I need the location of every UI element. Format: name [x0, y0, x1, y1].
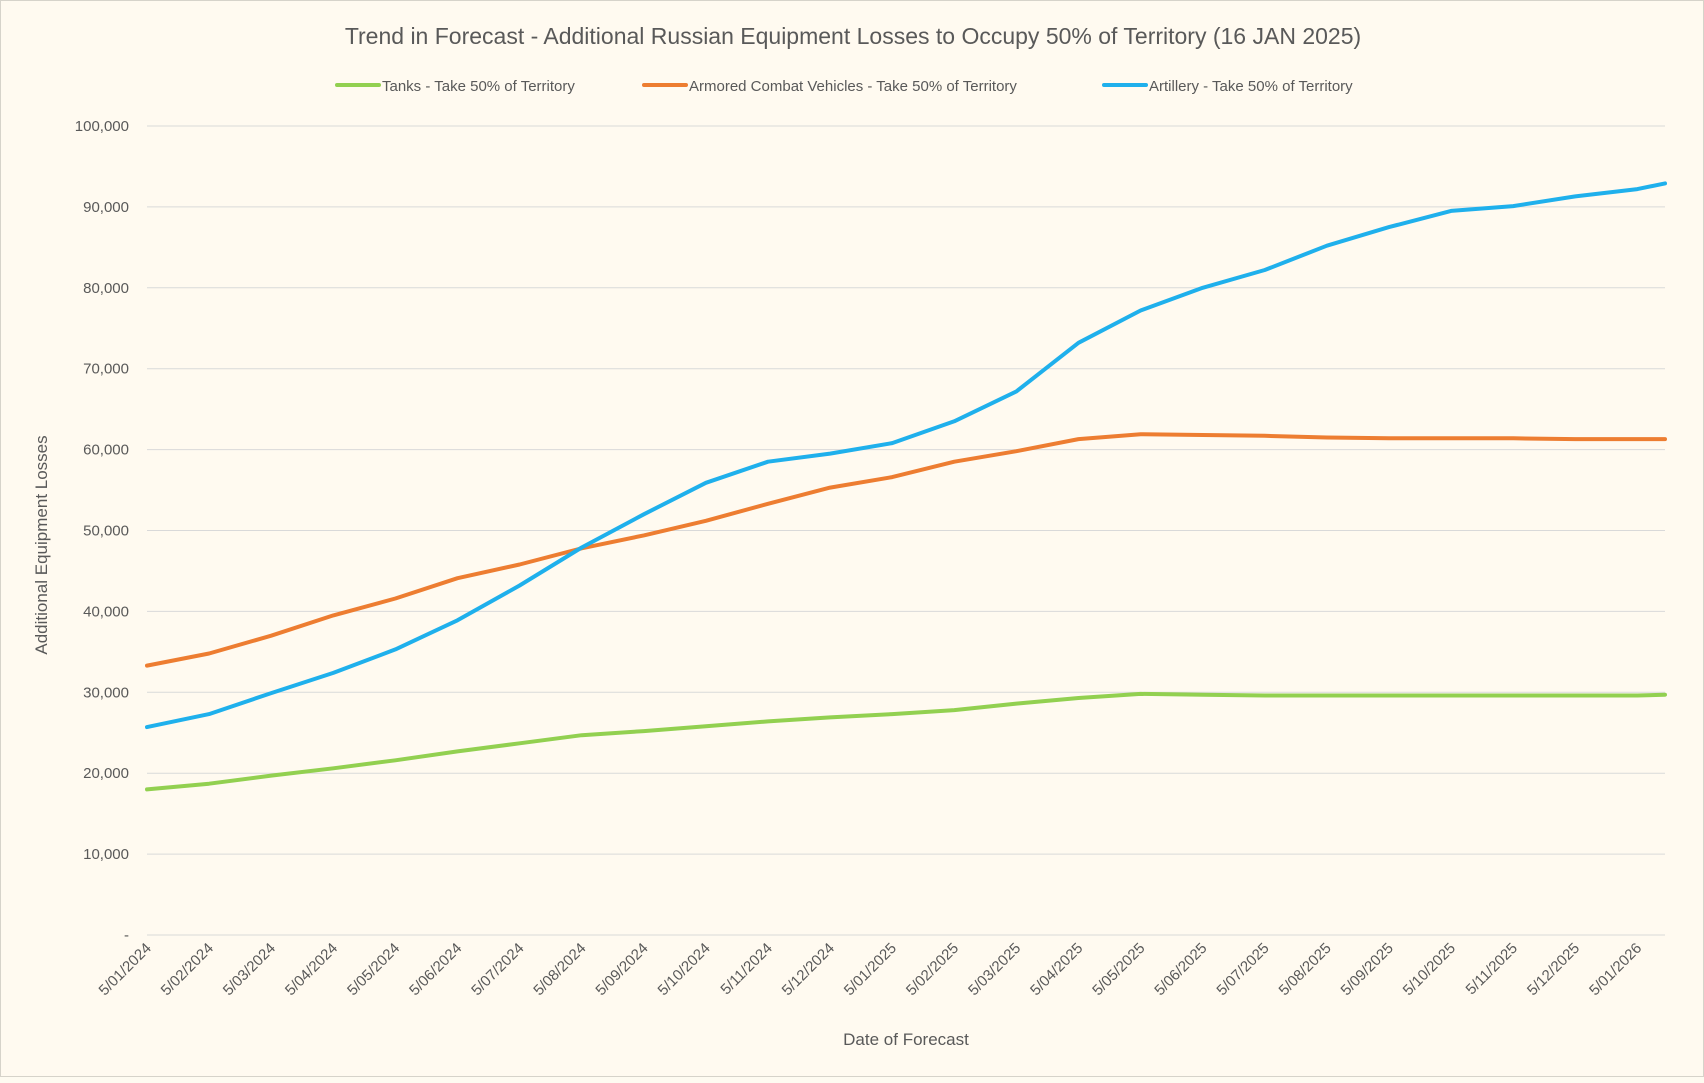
y-tick-label: 40,000	[83, 603, 129, 620]
series-lines	[145, 181, 1667, 792]
x-axis-ticks: 5/01/2024 5/02/2024 5/03/2024 5/04/2024 5/05…	[96, 940, 1646, 999]
legend: Tanks - Take 50% of Territory Armored Com…	[335, 78, 1353, 95]
x-tick-label: 5/10/2024	[655, 940, 714, 999]
x-tick-label: 5/07/2025	[1213, 940, 1272, 999]
y-axis-title: Additional Equipment Losses	[32, 435, 51, 654]
x-tick-label: 5/03/2024	[220, 940, 279, 999]
x-tick-label: 5/05/2025	[1089, 940, 1148, 999]
x-tick-label: 5/03/2025	[965, 940, 1024, 999]
x-tick-label: 5/06/2024	[406, 940, 465, 999]
y-tick-label: 20,000	[83, 765, 129, 782]
x-tick-label: 5/09/2024	[592, 940, 651, 999]
y-tick-label: 60,000	[83, 442, 129, 459]
x-tick-label: 5/05/2024	[344, 940, 403, 999]
y-tick-label: 10,000	[83, 846, 129, 863]
legend-label-2: Artillery - Take 50% of Territory	[1149, 78, 1353, 95]
x-tick-label: 5/12/2025	[1524, 940, 1583, 999]
x-tick-label: 5/04/2024	[282, 940, 341, 999]
y-tick-label: -	[124, 927, 129, 944]
x-tick-label: 5/08/2025	[1276, 940, 1335, 999]
series-line-0	[145, 691, 1667, 792]
series-line-1	[145, 432, 1667, 668]
x-tick-label: 5/02/2025	[903, 940, 962, 999]
y-tick-label: 30,000	[83, 684, 129, 701]
y-tick-label: 100,000	[75, 118, 129, 135]
legend-label-1: Armored Combat Vehicles - Take 50% of Te…	[689, 78, 1017, 95]
x-tick-label: 5/11/2024	[717, 940, 775, 998]
x-tick-label: 5/10/2025	[1400, 940, 1459, 999]
x-tick-label: 5/09/2025	[1338, 940, 1397, 999]
x-tick-label: 5/11/2025	[1463, 940, 1521, 998]
y-tick-label: 70,000	[83, 361, 129, 378]
gridlines	[147, 125, 1665, 936]
y-tick-label: 80,000	[83, 280, 129, 297]
x-tick-label: 5/01/2024	[96, 940, 155, 999]
x-tick-label: 5/06/2025	[1151, 940, 1210, 999]
x-tick-label: 5/01/2025	[841, 940, 900, 999]
x-tick-label: 5/07/2024	[468, 940, 527, 999]
chart-title: Trend in Forecast - Additional Russian E…	[345, 23, 1361, 49]
x-tick-label: 5/12/2024	[779, 940, 838, 999]
y-axis-ticks: - 10,000 20,000 30,000 40,000 50,000 60,000 70,…	[75, 118, 129, 944]
x-tick-label: 5/02/2024	[158, 940, 217, 999]
x-tick-label: 5/01/2026	[1586, 940, 1645, 999]
x-tick-label: 5/08/2024	[530, 940, 589, 999]
y-tick-label: 50,000	[83, 523, 129, 540]
y-tick-label: 90,000	[83, 199, 129, 216]
x-tick-label: 5/04/2025	[1027, 940, 1086, 999]
legend-label-0: Tanks - Take 50% of Territory	[382, 78, 575, 95]
x-axis-title: Date of Forecast	[843, 1030, 969, 1049]
series-line-2	[145, 181, 1667, 730]
